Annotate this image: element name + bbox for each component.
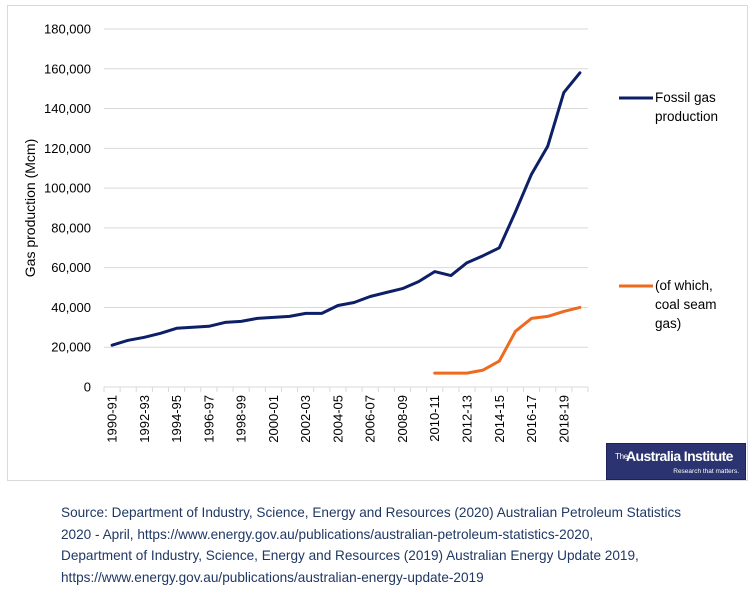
gridlines — [104, 28, 588, 348]
x-tick-label: 2008-09 — [395, 395, 410, 443]
legend: Fossil gas production (of which, coal seam g… — [619, 90, 718, 331]
y-axis-ticks: 0 20,000 40,000 60,000 80,000 100,000 120,000 1… — [44, 22, 91, 395]
x-tick-label: 1990-91 — [105, 395, 120, 443]
y-tick-label: 20,000 — [51, 340, 91, 355]
y-tick-label: 120,000 — [44, 141, 91, 156]
x-tick-label: 2016-17 — [524, 395, 539, 443]
source-line: 2020 - April, https://www.energy.gov.au/… — [61, 526, 594, 542]
legend-label: Fossil gas — [655, 90, 716, 105]
y-axis-title: Gas production (Mcm) — [22, 139, 38, 277]
y-tick-label: 140,000 — [44, 101, 91, 116]
source-line: https://www.energy.gov.au/publications/a… — [61, 569, 484, 585]
y-tick-label: 160,000 — [44, 61, 91, 76]
line-chart: 0 20,000 40,000 60,000 80,000 100,000 120,000 1… — [22, 22, 718, 443]
x-tick-label: 2000-01 — [266, 395, 281, 443]
x-tick-label: 2002-03 — [298, 395, 313, 443]
logo-tagline: Research that matters. — [673, 468, 739, 475]
legend-label: production — [655, 109, 718, 124]
y-tick-label: 40,000 — [51, 300, 91, 315]
x-tick-label: 1998-99 — [234, 395, 249, 443]
x-tick-label: 2012-13 — [460, 395, 475, 443]
legend-label: gas) — [655, 316, 681, 331]
y-tick-label: 180,000 — [44, 22, 91, 37]
chart-frame — [7, 5, 748, 481]
series-line-fossil-gas — [110, 71, 582, 347]
x-axis-ticks: 1990-91 1992-93 1994-95 1996-97 1998-99 2000-… — [105, 395, 572, 443]
series-lines — [110, 71, 582, 375]
y-tick-label: 80,000 — [51, 220, 91, 235]
legend-label: coal seam — [655, 297, 717, 312]
x-tick-label: 2014-15 — [492, 395, 507, 443]
logo-name: Australia Institute — [626, 448, 733, 464]
legend-label: (of which, — [655, 278, 713, 293]
y-tick-label: 0 — [84, 380, 91, 395]
source-line: Department of Industry, Science, Energy … — [61, 548, 639, 563]
x-tick-label: 1996-97 — [201, 395, 216, 443]
x-axis — [103, 386, 589, 392]
x-tick-label: 1992-93 — [137, 395, 152, 443]
source-citation: Source: Department of Industry, Science,… — [61, 502, 751, 588]
y-tick-label: 100,000 — [44, 181, 91, 196]
x-tick-label: 1994-95 — [169, 395, 184, 443]
source-line: Source: Department of Industry, Science,… — [61, 505, 682, 520]
logo-prefix: The — [615, 452, 628, 461]
series-line-coal-seam-gas — [433, 305, 582, 375]
y-tick-label: 60,000 — [51, 260, 91, 275]
x-tick-label: 2004-05 — [330, 395, 345, 443]
x-tick-label: 2018-19 — [556, 395, 571, 443]
australia-institute-logo: The Australia Institute Research that ma… — [606, 443, 746, 480]
x-tick-label: 2010-11 — [427, 395, 442, 442]
x-tick-label: 2006-07 — [363, 395, 378, 443]
